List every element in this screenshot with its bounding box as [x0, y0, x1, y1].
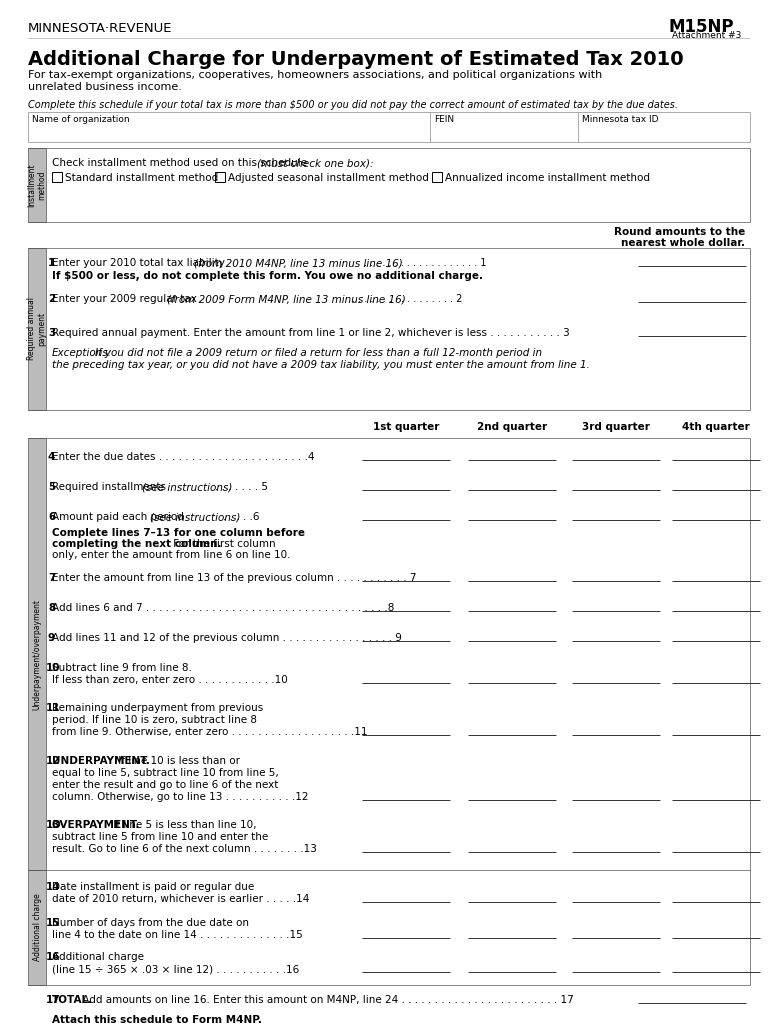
Text: 14: 14	[46, 882, 61, 892]
Text: Minnesota tax ID: Minnesota tax ID	[582, 115, 658, 124]
Text: Installment
method: Installment method	[27, 163, 47, 207]
Text: Remaining underpayment from previous: Remaining underpayment from previous	[52, 703, 263, 713]
Text: M15NP: M15NP	[668, 18, 734, 36]
Text: Complete lines 7–13 for one column before: Complete lines 7–13 for one column befor…	[52, 528, 305, 538]
Text: 15: 15	[46, 918, 61, 928]
Text: Subtract line 9 from line 8.: Subtract line 9 from line 8.	[52, 663, 192, 673]
Text: Enter the amount from line 13 of the previous column . . . . . . . . . . . 7: Enter the amount from line 13 of the pre…	[52, 573, 417, 583]
Text: 7: 7	[48, 573, 55, 583]
Text: If $500 or less, do not complete this form. You owe no additional charge.: If $500 or less, do not complete this fo…	[52, 271, 483, 281]
Bar	[28, 870, 46, 985]
Text: 1: 1	[48, 258, 55, 268]
Text: line 4 to the date on line 14 . . . . . . . . . . . . . .15: line 4 to the date on line 14 . . . . . …	[52, 930, 303, 940]
Text: 9: 9	[48, 633, 55, 643]
Bar	[432, 172, 442, 182]
Text: date of 2010 return, whichever is earlier . . . . .14: date of 2010 return, whichever is earlie…	[52, 894, 310, 904]
Bar	[28, 438, 46, 870]
Text: Date installment is paid or regular due: Date installment is paid or regular due	[52, 882, 254, 892]
Text: 5: 5	[48, 482, 55, 492]
Text: Add lines 6 and 7 . . . . . . . . . . . . . . . . . . . . . . . . . . . . . . . : Add lines 6 and 7 . . . . . . . . . . . …	[52, 603, 394, 613]
Text: nearest whole dollar.: nearest whole dollar.	[621, 238, 745, 248]
Text: 2nd quarter: 2nd quarter	[477, 422, 547, 432]
Bar	[52, 172, 62, 182]
Bar	[28, 148, 46, 222]
Text: Amount paid each period: Amount paid each period	[52, 512, 187, 522]
Text: If line 10 is less than or: If line 10 is less than or	[115, 756, 240, 766]
Text: result. Go to line 6 of the next column . . . . . . . .13: result. Go to line 6 of the next column …	[52, 844, 317, 854]
Text: column. Otherwise, go to line 13 . . . . . . . . . . .12: column. Otherwise, go to line 13 . . . .…	[52, 792, 309, 802]
Text: 3: 3	[48, 328, 55, 338]
Text: 12: 12	[46, 756, 61, 766]
Text: . . . . . . . 5: . . . . . . . 5	[215, 482, 268, 492]
Text: Enter your 2010 total tax liability: Enter your 2010 total tax liability	[52, 258, 228, 268]
Text: FEIN: FEIN	[434, 115, 454, 124]
Text: 10: 10	[46, 663, 61, 673]
Text: MINNESOTA·REVENUE: MINNESOTA·REVENUE	[28, 22, 172, 35]
Text: Additional charge: Additional charge	[32, 894, 42, 962]
Text: . . . . . . . . . . . . . . . . . 2: . . . . . . . . . . . . . . . . . 2	[352, 294, 462, 304]
Text: (must check one box):: (must check one box):	[257, 158, 373, 168]
Text: If you did not file a 2009 return or filed a return for less than a full 12-mont: If you did not file a 2009 return or fil…	[95, 348, 542, 358]
Text: enter the result and go to line 6 of the next: enter the result and go to line 6 of the…	[52, 780, 279, 790]
Text: Add amounts on line 16. Enter this amount on M4NP, line 24 . . . . . . . . . . .: Add amounts on line 16. Enter this amoun…	[79, 995, 574, 1005]
Text: 8: 8	[48, 603, 55, 613]
Text: Additional Charge for Underpayment of Estimated Tax 2010: Additional Charge for Underpayment of Es…	[28, 50, 684, 69]
Bar	[215, 172, 225, 182]
Text: Round amounts to the: Round amounts to the	[614, 227, 745, 237]
Text: Additional charge: Additional charge	[52, 952, 144, 962]
Text: unrelated business income.: unrelated business income.	[28, 82, 182, 92]
Text: only, enter the amount from line 6 on line 10.: only, enter the amount from line 6 on li…	[52, 550, 290, 560]
Text: Number of days from the due date on: Number of days from the due date on	[52, 918, 249, 928]
Text: Underpayment/overpayment: Underpayment/overpayment	[32, 598, 42, 710]
Text: 6: 6	[48, 512, 55, 522]
Text: Name of organization: Name of organization	[32, 115, 129, 124]
Text: Enter your 2009 regular tax: Enter your 2009 regular tax	[52, 294, 200, 304]
Text: period. If line 10 is zero, subtract line 8: period. If line 10 is zero, subtract lin…	[52, 715, 257, 725]
Text: subtract line 5 from line 10 and enter the: subtract line 5 from line 10 and enter t…	[52, 831, 268, 842]
Text: (from 2010 M4NP, line 13 minus line 16): (from 2010 M4NP, line 13 minus line 16)	[194, 258, 403, 268]
Text: 16: 16	[46, 952, 61, 962]
Text: . . . . .6: . . . . .6	[223, 512, 259, 522]
Text: 13: 13	[46, 820, 61, 830]
Text: (see instructions): (see instructions)	[150, 512, 240, 522]
Text: 2: 2	[48, 294, 55, 304]
Text: . . . . . . . . . . . . . . . . . . . 1: . . . . . . . . . . . . . . . . . . . 1	[364, 258, 487, 268]
Text: Required installments: Required installments	[52, 482, 169, 492]
Text: 1st quarter: 1st quarter	[373, 422, 439, 432]
Text: Required annual payment. Enter the amount from line 1 or line 2, whichever is le: Required annual payment. Enter the amoun…	[52, 328, 570, 338]
Text: Standard installment method: Standard installment method	[65, 173, 218, 183]
Text: Annualized income installment method: Annualized income installment method	[445, 173, 650, 183]
Text: (see instructions): (see instructions)	[142, 482, 233, 492]
Text: completing the next column.: completing the next column.	[52, 539, 222, 549]
Text: TOTAL.: TOTAL.	[52, 995, 93, 1005]
Text: Complete this schedule if your total tax is more than $500 or you did not pay th: Complete this schedule if your total tax…	[28, 100, 678, 110]
Text: Attach this schedule to Form M4NP.: Attach this schedule to Form M4NP.	[52, 1015, 262, 1024]
Text: 17: 17	[46, 995, 61, 1005]
Text: For the first column: For the first column	[170, 539, 276, 549]
Text: Required annual
payment: Required annual payment	[27, 298, 47, 360]
Text: Adjusted seasonal installment method: Adjusted seasonal installment method	[228, 173, 429, 183]
Text: Enter the due dates . . . . . . . . . . . . . . . . . . . . . . .4: Enter the due dates . . . . . . . . . . …	[52, 452, 314, 462]
Text: (from 2009 Form M4NP, line 13 minus line 16): (from 2009 Form M4NP, line 13 minus line…	[167, 294, 406, 304]
Text: 4: 4	[48, 452, 55, 462]
Text: Check installment method used on this schedule: Check installment method used on this sc…	[52, 158, 310, 168]
Text: If line 5 is less than line 10,: If line 5 is less than line 10,	[110, 820, 256, 830]
Text: UNDERPAYMENT.: UNDERPAYMENT.	[52, 756, 150, 766]
Text: equal to line 5, subtract line 10 from line 5,: equal to line 5, subtract line 10 from l…	[52, 768, 279, 778]
Text: OVERPAYMENT.: OVERPAYMENT.	[52, 820, 140, 830]
Text: 11: 11	[46, 703, 61, 713]
Text: (line 15 ÷ 365 × .03 × line 12) . . . . . . . . . . .16: (line 15 ÷ 365 × .03 × line 12) . . . . …	[52, 964, 300, 974]
Text: Exceptions:: Exceptions:	[52, 348, 112, 358]
Text: Add lines 11 and 12 of the previous column . . . . . . . . . . . . . . . . . 9: Add lines 11 and 12 of the previous colu…	[52, 633, 402, 643]
Bar	[28, 248, 46, 410]
Text: If less than zero, enter zero . . . . . . . . . . . .10: If less than zero, enter zero . . . . . …	[52, 675, 288, 685]
Text: the preceding tax year, or you did not have a 2009 tax liability, you must enter: the preceding tax year, or you did not h…	[52, 360, 590, 370]
Text: For tax-exempt organizations, cooperatives, homeowners associations, and politic: For tax-exempt organizations, cooperativ…	[28, 70, 602, 80]
Text: 3rd quarter: 3rd quarter	[582, 422, 650, 432]
Text: Attachment #3: Attachment #3	[672, 31, 742, 40]
Text: from line 9. Otherwise, enter zero . . . . . . . . . . . . . . . . . . .11: from line 9. Otherwise, enter zero . . .…	[52, 727, 367, 737]
Text: 4th quarter: 4th quarter	[682, 422, 750, 432]
